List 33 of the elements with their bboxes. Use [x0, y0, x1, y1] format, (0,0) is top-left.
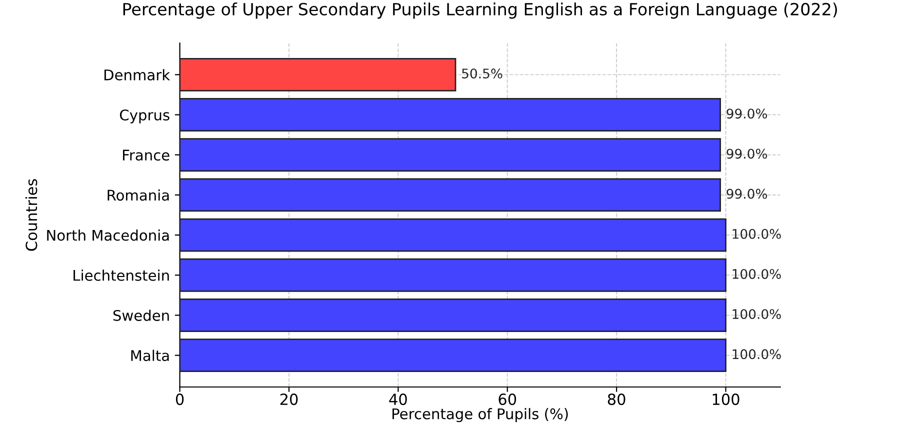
data-label: 50.5%	[462, 68, 502, 78]
y-tick-label: Sweden	[113, 310, 169, 321]
y-tick-label: Liechtenstein	[74, 270, 169, 281]
y-tick-label: Malta	[131, 350, 169, 362]
bar	[180, 298, 726, 332]
y-tick-label: Romania	[108, 189, 169, 201]
bar	[180, 138, 721, 172]
y-tick-label: France	[123, 150, 170, 161]
y-axis-title: Countries	[25, 179, 38, 251]
bar	[180, 58, 456, 92]
chart-title: Percentage of Upper Secondary Pupils Learning English as a Foreign Language (2022)	[123, 2, 837, 19]
y-tick-label: North Macedonia	[47, 230, 169, 241]
bar	[180, 258, 726, 292]
data-label: 99.0%	[726, 188, 768, 199]
data-label: 100.0%	[732, 228, 781, 239]
x-tick-label: 0	[176, 394, 184, 406]
y-tick-label: Cyprus	[120, 109, 170, 124]
data-label: 99.0%	[726, 108, 768, 119]
x-tick-label: 20	[280, 394, 298, 406]
bar	[180, 178, 721, 212]
x-tick-label: 40	[389, 394, 407, 406]
data-label: 99.0%	[726, 148, 768, 159]
y-tick-label: Denmark	[104, 69, 170, 80]
bar	[180, 98, 721, 132]
bar	[180, 338, 726, 372]
data-label: 100.0%	[732, 309, 781, 320]
x-tick-label: 100	[712, 394, 740, 406]
x-tick-label: 80	[608, 394, 626, 406]
data-label: 100.0%	[732, 349, 781, 360]
data-label: 100.0%	[732, 268, 781, 279]
bar	[180, 218, 726, 252]
x-axis-title: Percentage of Pupils (%)	[392, 408, 568, 422]
x-tick-label: 60	[498, 394, 516, 406]
